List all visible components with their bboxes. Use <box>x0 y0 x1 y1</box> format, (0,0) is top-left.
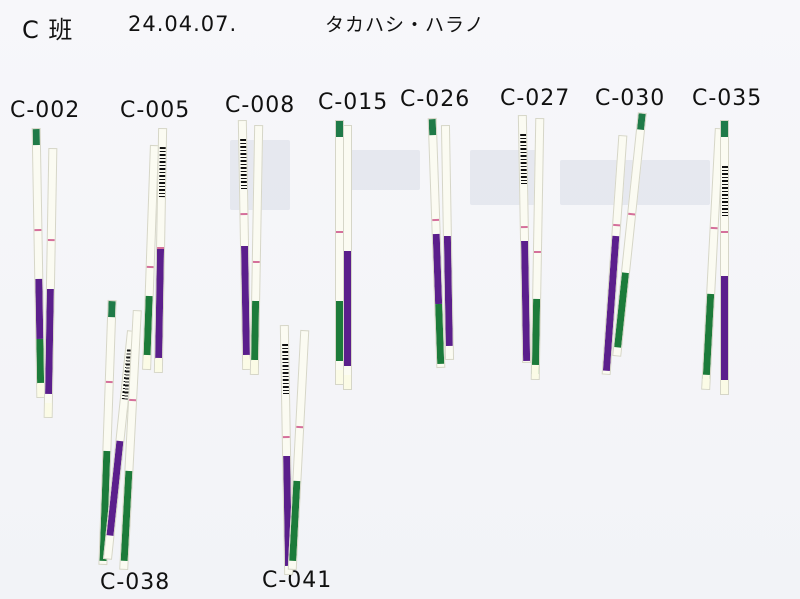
sample-label: C-041 <box>262 568 333 593</box>
test-strip <box>343 125 352 390</box>
sample-label: C-026 <box>400 87 471 112</box>
sheet-date: 24.04.07. <box>128 12 238 36</box>
test-strip <box>31 127 46 399</box>
test-strip <box>720 120 729 395</box>
sample-label: C-008 <box>225 93 296 118</box>
sample-label: C-005 <box>120 98 191 123</box>
sample-label: C-015 <box>318 90 389 115</box>
sample-label: C-038 <box>100 570 171 595</box>
sample-label: C-030 <box>595 86 666 111</box>
sample-label: C-035 <box>692 86 763 111</box>
sample-label: C-002 <box>10 98 81 123</box>
sheet-names: タカハシ・ハラノ <box>325 14 485 36</box>
sample-label: C-027 <box>500 86 571 111</box>
sheet-title: C 班 <box>22 16 74 44</box>
test-strip <box>43 147 58 419</box>
